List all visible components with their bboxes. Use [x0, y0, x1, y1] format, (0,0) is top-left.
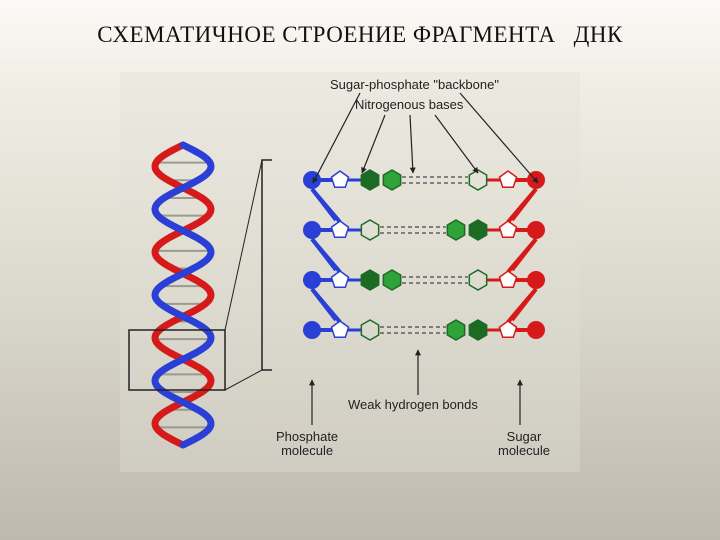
label-sugar-phosphate-backbone: Sugar-phosphate "backbone" — [330, 78, 499, 92]
diagram-stage: Sugar-phosphate "backbone" Nitrogenous b… — [0, 60, 720, 530]
label-weak-hydrogen-bonds: Weak hydrogen bonds — [348, 398, 478, 412]
page-title: СХЕМАТИЧНОЕ СТРОЕНИЕ ФРАГМЕНТА ДНК — [0, 22, 720, 48]
title-left: СХЕМАТИЧНОЕ СТРОЕНИЕ ФРАГМЕНТА — [97, 22, 555, 47]
label-phosphate-molecule: Phosphate molecule — [276, 430, 338, 459]
title-right: ДНК — [574, 22, 623, 47]
dna-diagram — [0, 60, 720, 530]
label-nitrogenous-bases: Nitrogenous bases — [355, 98, 463, 112]
label-sugar-molecule: Sugar molecule — [498, 430, 550, 459]
